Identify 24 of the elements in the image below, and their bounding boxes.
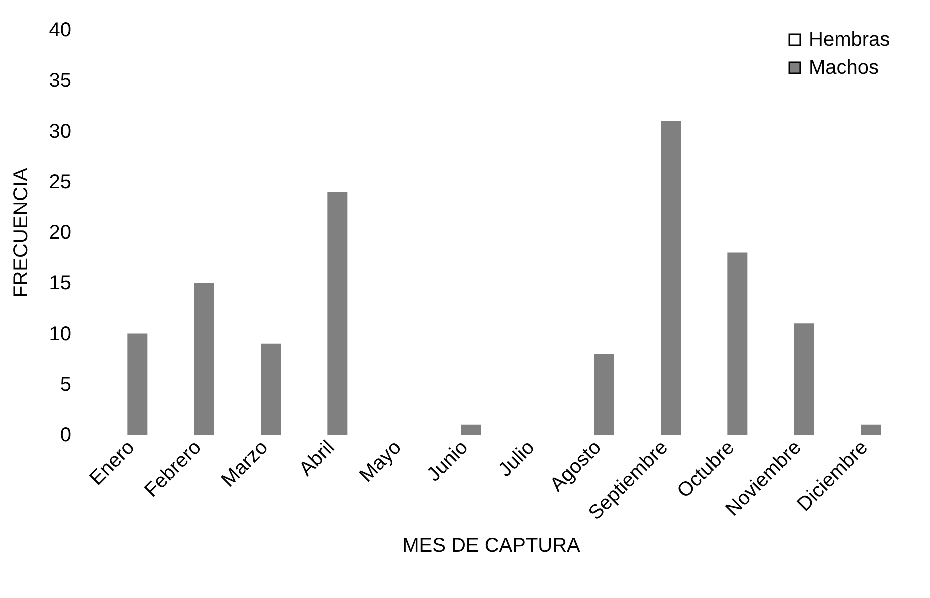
y-tick-label: 10 [49, 323, 72, 346]
y-tick-label: 25 [49, 171, 72, 194]
y-tick-label: 30 [49, 120, 72, 143]
legend-label: Machos [809, 57, 880, 79]
y-tick-label: 15 [49, 272, 72, 295]
bar [461, 424, 481, 435]
legend-label: Hembras [809, 29, 890, 51]
y-tick-label: 20 [49, 222, 72, 244]
bar [728, 252, 748, 435]
x-axis-title: MES DE CAPTURA [402, 534, 582, 557]
y-tick-label: 40 [49, 20, 72, 42]
y-tick-label: 0 [60, 424, 72, 446]
x-tick-label: Julio [494, 436, 540, 482]
bar [861, 424, 881, 435]
y-axis-title: FRECUENCIA [10, 167, 32, 298]
bar [128, 334, 148, 435]
bar [661, 121, 681, 435]
bar [261, 344, 281, 435]
y-tick-label: 35 [49, 70, 72, 92]
bar [594, 354, 614, 435]
bar [194, 283, 214, 435]
bar [328, 192, 348, 435]
bar [794, 324, 814, 435]
y-tick-label: 5 [60, 374, 72, 396]
